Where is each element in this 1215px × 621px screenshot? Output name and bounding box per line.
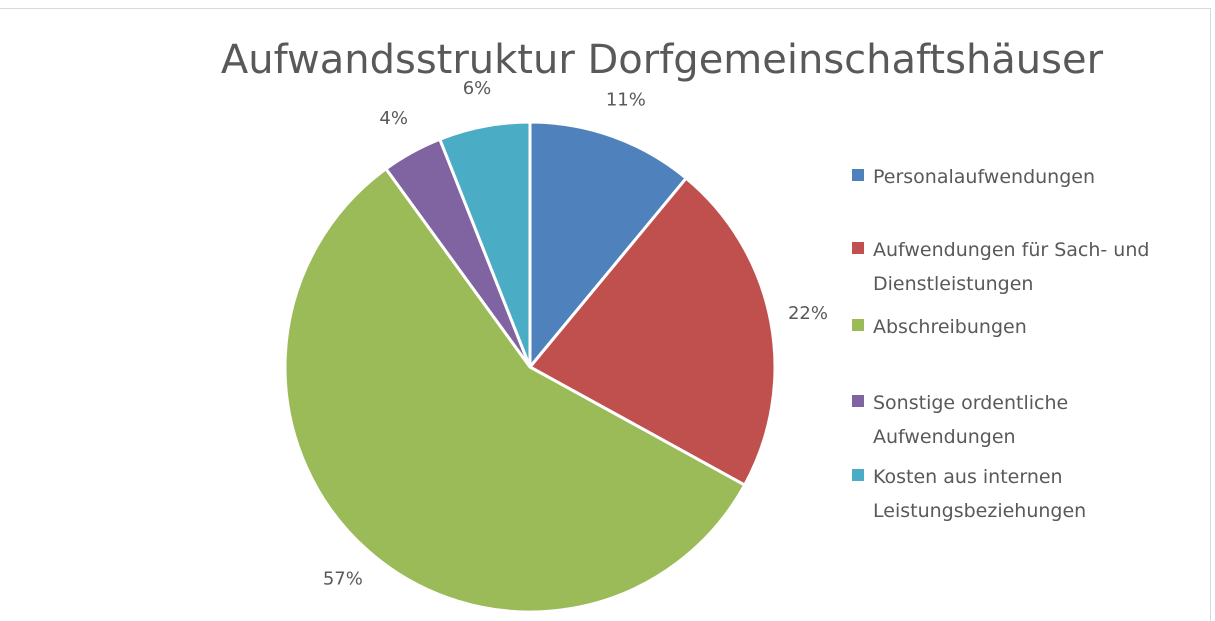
legend-label: Aufwendungen für Sach- und Dienstleistun… bbox=[873, 239, 1150, 295]
value-label: 6% bbox=[463, 78, 492, 99]
legend-label: Kosten aus internen Leistungsbeziehungen bbox=[873, 466, 1087, 522]
pie-slice bbox=[283, 166, 747, 614]
chart-title: Aufwandsstruktur Dorfgemeinschaftshäuser bbox=[221, 37, 1104, 83]
legend-label: Abschreibungen bbox=[873, 316, 1027, 338]
value-label: 22% bbox=[788, 303, 828, 324]
value-label: 11% bbox=[606, 90, 646, 111]
legend-item: Abschreibungen bbox=[852, 310, 1212, 344]
legend-item: Sonstige ordentliche Aufwendungen bbox=[852, 386, 1212, 454]
legend-item: Aufwendungen für Sach- und Dienstleistun… bbox=[852, 233, 1212, 301]
frame-top bbox=[0, 8, 1210, 9]
legend-swatch bbox=[852, 469, 864, 481]
pie-slice bbox=[528, 120, 689, 372]
legend-swatch bbox=[852, 169, 864, 181]
legend-swatch bbox=[852, 242, 864, 254]
legend-item: Kosten aus internen Leistungsbeziehungen bbox=[852, 460, 1212, 528]
value-label: 4% bbox=[379, 108, 408, 129]
legend-item: Personalaufwendungen bbox=[852, 160, 1212, 194]
value-label: 57% bbox=[323, 568, 363, 589]
frame-right bbox=[1210, 8, 1211, 621]
pie-slice bbox=[437, 120, 532, 368]
legend-label: Personalaufwendungen bbox=[873, 166, 1096, 188]
legend-swatch bbox=[852, 319, 864, 331]
pie-slice bbox=[527, 176, 777, 488]
legend-swatch bbox=[852, 395, 864, 407]
legend-label: Sonstige ordentliche Aufwendungen bbox=[873, 392, 1069, 448]
